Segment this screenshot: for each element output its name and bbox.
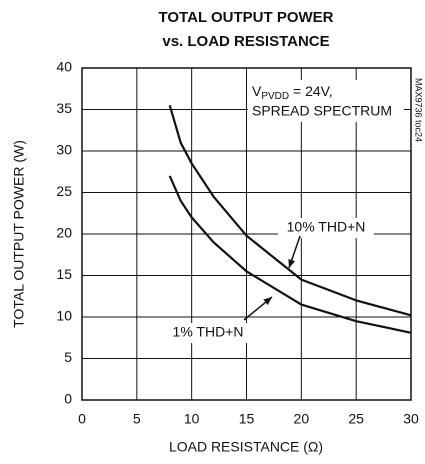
x-tick-label: 10 <box>184 411 200 427</box>
arrow-head <box>288 259 296 268</box>
y-tick-label: 5 <box>64 349 72 365</box>
chart-title: TOTAL OUTPUT POWER <box>159 9 334 26</box>
series-label-bg <box>160 323 256 343</box>
x-tick-label: 20 <box>294 411 310 427</box>
x-tick-label: 30 <box>403 411 419 427</box>
arrow-head <box>263 297 272 305</box>
series-label-bg <box>278 218 374 238</box>
annotation-bg <box>248 80 404 122</box>
x-tick-label: 25 <box>348 411 364 427</box>
y-axis-label: TOTAL OUTPUT POWER (W) <box>11 140 27 328</box>
chart-title: vs. LOAD RESISTANCE <box>162 33 329 50</box>
x-axis-label: LOAD RESISTANCE (Ω) <box>169 439 323 455</box>
x-tick-label: 0 <box>78 411 86 427</box>
x-tick-label: 15 <box>239 411 255 427</box>
y-tick-label: 35 <box>56 100 72 116</box>
annotation: VPVDD = 24V, <box>252 83 333 102</box>
annotation-part: PVDD <box>261 91 289 102</box>
y-tick-label: 40 <box>56 59 72 75</box>
y-tick-label: 10 <box>56 308 72 324</box>
plot-frame <box>81 67 412 401</box>
annotation: SPREAD SPECTRUM <box>252 103 392 119</box>
figure-id: MAX9736 toc24 <box>414 78 424 142</box>
annotation-part: = 24V, <box>289 83 332 99</box>
y-tick-label: 25 <box>56 183 72 199</box>
y-tick-label: 15 <box>56 266 72 282</box>
y-tick-label: 30 <box>56 142 72 158</box>
annotation-part: V <box>252 83 262 99</box>
x-tick-label: 5 <box>133 411 141 427</box>
y-tick-label: 20 <box>56 225 72 241</box>
series-label: 10% THD+N <box>287 219 366 235</box>
series-label: 1% THD+N <box>173 324 244 340</box>
series-line <box>168 105 412 317</box>
series-line <box>168 175 412 334</box>
y-tick-label: 0 <box>64 391 72 407</box>
